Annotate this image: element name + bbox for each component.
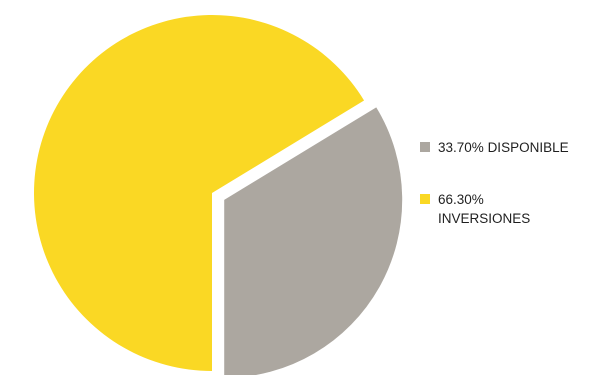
legend-item-inversiones: 66.30% INVERSIONES: [420, 190, 590, 228]
legend-item-disponible: 33.70% DISPONIBLE: [420, 138, 590, 157]
legend-label-disponible: DISPONIBLE: [487, 140, 569, 155]
legend-pct-inversiones: 66.30%: [438, 192, 484, 207]
pie-slice-inversiones: [33, 15, 365, 372]
chart-legend: 33.70% DISPONIBLE 66.30% INVERSIONES: [420, 138, 590, 228]
legend-label-inversiones: INVERSIONES: [438, 211, 531, 226]
legend-pct-disponible: 33.70%: [438, 140, 484, 155]
legend-swatch-disponible: [420, 142, 430, 152]
pie-chart: [33, 15, 403, 375]
pie-slice-disponible: [224, 107, 403, 375]
legend-swatch-inversiones: [420, 194, 430, 204]
